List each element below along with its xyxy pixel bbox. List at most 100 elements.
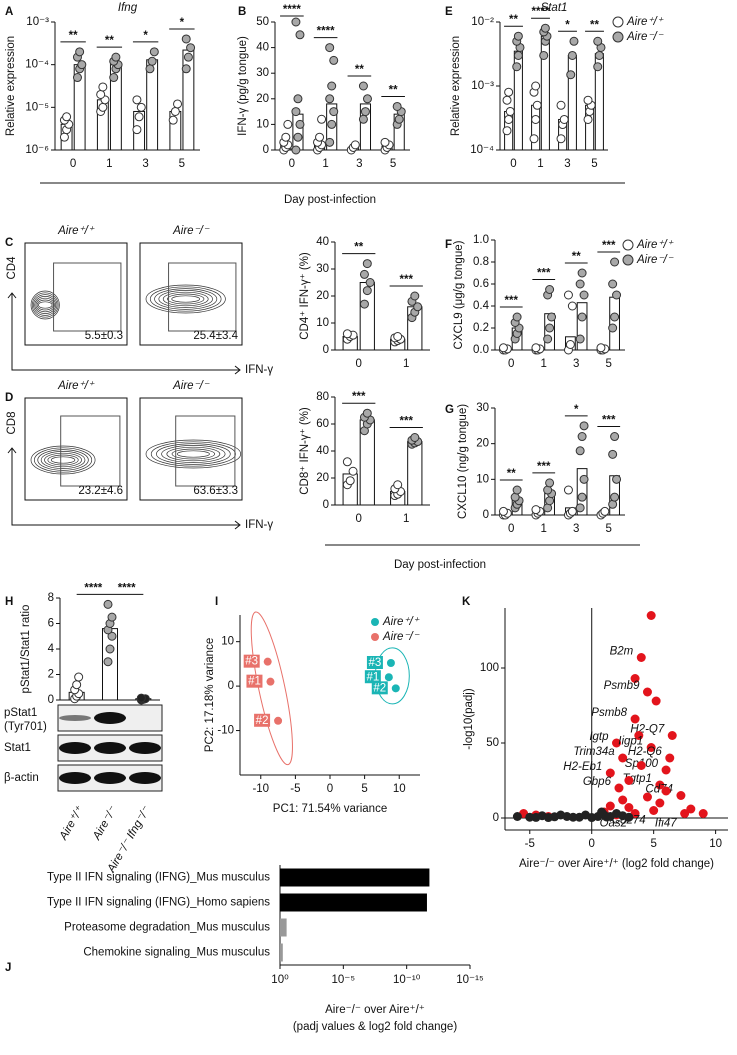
legend-marker	[612, 31, 624, 43]
data-point	[329, 107, 339, 117]
legend-label: Aire⁺/⁺	[626, 16, 664, 28]
data-point	[698, 809, 708, 818]
x-tick-label: 10⁻⁵	[332, 974, 356, 986]
data-point	[504, 87, 514, 97]
data-point	[342, 329, 352, 339]
data-point	[531, 505, 541, 515]
panel-letter: G	[445, 404, 454, 416]
y-tick-label: 10⁻⁵	[25, 101, 49, 113]
y-tick-label: 20	[316, 472, 329, 484]
y-axis-label: CD8⁺ IFN-γ⁺ (%)	[299, 407, 311, 495]
gene-label: Gbp6	[583, 776, 612, 788]
contour	[158, 290, 213, 308]
data-point	[577, 268, 587, 278]
significance-stars: **	[572, 251, 581, 263]
data-point	[539, 50, 549, 60]
x-tick-label: 0	[510, 158, 516, 170]
y-tick-label: 0	[323, 344, 329, 356]
data-point	[103, 599, 113, 609]
panel-letter: J	[5, 962, 11, 974]
y-tick-label: 2	[48, 669, 54, 681]
contour	[145, 284, 226, 314]
blot-band	[94, 772, 126, 784]
data-point	[62, 112, 72, 122]
gene-label: B2m	[610, 646, 634, 658]
genotype-label: Aire⁻/⁻	[172, 380, 210, 392]
point-tag	[371, 681, 388, 695]
caption: Day post-infection	[394, 559, 486, 571]
significance-stars: **	[507, 468, 516, 480]
data-point	[593, 62, 603, 72]
readout-label: IFN-γ	[245, 364, 273, 376]
contour	[50, 456, 76, 464]
x-axis-label: (padj values & log2 fold change)	[293, 1021, 457, 1033]
data-point	[327, 119, 337, 129]
data-point	[600, 506, 610, 516]
data-point	[655, 780, 665, 790]
gate-value: 23.2±4.6	[78, 485, 123, 497]
x-tick-label: 1	[537, 158, 543, 170]
data-point	[686, 804, 696, 814]
data-point	[636, 761, 646, 770]
significance-stars: *	[180, 17, 185, 29]
blot-sublabel: (Tyr701)	[4, 721, 47, 733]
data-point	[569, 36, 579, 46]
data-point	[577, 312, 587, 322]
data-point	[563, 485, 573, 495]
data-point	[136, 693, 146, 703]
legend-marker	[622, 254, 634, 266]
data-point	[362, 259, 372, 269]
data-point	[410, 291, 420, 301]
blot-band	[129, 742, 161, 754]
x-axis-label: Aire⁻/⁻ over Aire⁺/⁺ (log2 fold change)	[519, 858, 714, 870]
data-point	[283, 119, 293, 129]
legend-label: Aire⁻/⁻	[626, 31, 664, 43]
data-point	[531, 343, 541, 353]
data-point	[547, 312, 557, 322]
x-tick-label: 3	[564, 158, 570, 170]
data-point	[98, 82, 108, 92]
bar	[531, 104, 541, 151]
data-point	[147, 56, 157, 66]
x-tick-label: 3	[356, 158, 362, 170]
contour	[33, 294, 58, 316]
data-point	[680, 809, 690, 818]
data-point	[531, 114, 541, 124]
data-point	[348, 466, 358, 476]
category-label: Type II IFN signaling (IFNG)_Homo sapien…	[47, 897, 270, 909]
data-point	[634, 731, 644, 740]
y-tick-label: 60	[316, 418, 329, 430]
y-tick-label: 30	[476, 402, 489, 414]
contour	[150, 441, 236, 467]
data-point	[618, 795, 628, 805]
contour	[30, 445, 96, 475]
y-tick-label: 40	[256, 42, 269, 54]
x-tick-label: 5	[606, 523, 612, 535]
point-label: #3	[245, 656, 258, 668]
data-point	[540, 23, 550, 33]
data-point	[583, 114, 593, 124]
data-point	[105, 644, 115, 654]
x-axis-label: PC1: 71.54% variance	[273, 803, 387, 815]
data-point	[380, 137, 390, 147]
data-point	[512, 62, 522, 72]
x-tick-label: 5	[650, 838, 656, 850]
y-axis-label: Relative expression	[5, 36, 17, 136]
data-point	[649, 806, 659, 815]
y-tick-label: 20	[476, 438, 489, 450]
x-tick-label: 0	[327, 783, 333, 795]
data-point	[610, 312, 620, 322]
y-tick-label: 10⁻⁶	[25, 144, 49, 156]
significance-stars: ***	[400, 416, 414, 428]
data-point	[624, 803, 634, 812]
y-tick-label: 80	[316, 391, 329, 403]
readout-label: IFN-γ	[245, 519, 273, 531]
data-point	[556, 134, 566, 144]
y-tick-label: 0	[263, 144, 269, 156]
x-tick-label: 10	[393, 783, 406, 795]
data-point	[608, 279, 618, 289]
data-point	[186, 43, 196, 53]
data-point	[394, 114, 404, 124]
gene-label: Iigp1	[618, 736, 643, 748]
data-point	[605, 801, 615, 811]
